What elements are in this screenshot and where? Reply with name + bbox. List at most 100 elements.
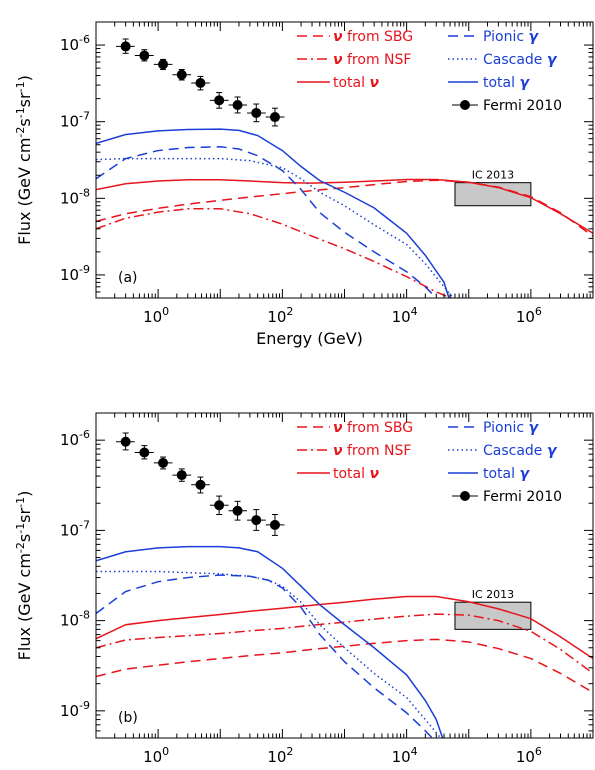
x-tick-base: 10: [392, 308, 411, 326]
x-tick-base: 10: [516, 308, 535, 326]
y-tick-base: 10: [60, 431, 79, 449]
y-tick-base: 10: [60, 612, 79, 630]
y-title-text: s: [15, 118, 34, 126]
y-axis-title: Flux (GeV cm-2s-1sr-1): [14, 491, 34, 661]
series-line-1: [96, 613, 593, 675]
y-tick-label: 10-9: [60, 699, 90, 720]
legend-text-part: total: [483, 466, 519, 482]
y-tick-label: 10-7: [60, 518, 90, 539]
legend-text-part: Cascade: [483, 443, 547, 459]
x-tick-label: 102: [267, 305, 293, 326]
x-tick-label: 104: [392, 745, 418, 766]
legend-gamma-symbol: γ: [519, 75, 530, 91]
legend-nu-symbol: ν: [333, 420, 343, 436]
x-tick-exp: 6: [535, 305, 542, 318]
x-tick-base: 10: [392, 748, 411, 766]
fermi-point-7: [251, 107, 262, 118]
legend-text-part: Pionic: [483, 420, 529, 436]
x-tick-exp: 0: [162, 305, 169, 318]
x-tick-exp: 4: [411, 745, 418, 758]
y-title-exp: -1: [14, 523, 27, 534]
legend-text-part: Cascade: [483, 52, 547, 68]
series-line-4: [96, 157, 455, 298]
x-tick-label: 106: [516, 745, 542, 766]
legend-nu-symbol: ν: [333, 443, 343, 459]
panel-b: IC 201310010210410610-910-810-710-6Energ…: [14, 412, 594, 770]
y-tick-base: 10: [60, 36, 79, 54]
icecube-box: [454, 601, 532, 630]
fermi-point-3: [176, 470, 187, 481]
series-line-2: [96, 595, 593, 660]
x-tick-base: 10: [267, 308, 286, 326]
y-title-text: ): [15, 75, 34, 81]
legend-label-red-2: total ν: [333, 75, 379, 91]
fermi-point-2: [158, 59, 169, 70]
y-tick-exp: -6: [79, 428, 90, 441]
y-tick-exp: -9: [79, 263, 90, 276]
y-title-exp: -1: [14, 81, 27, 92]
legend-nu-symbol: ν: [369, 75, 379, 91]
y-title-text: sr: [15, 507, 34, 522]
legend-label-blue-2: total γ: [483, 75, 530, 91]
legend-gamma-symbol: γ: [529, 420, 540, 436]
fermi-point-8: [269, 112, 280, 123]
legend-label-red-2: total ν: [333, 466, 379, 482]
series-line-3: [96, 146, 437, 298]
y-tick-label: 10-8: [60, 609, 90, 630]
legend-text-part: from NSF: [343, 52, 412, 68]
x-tick-exp: 4: [411, 305, 418, 318]
y-title-text: Flux (GeV cm: [15, 553, 34, 660]
y-tick-base: 10: [60, 702, 79, 720]
legend-label-blue-2: total γ: [483, 466, 530, 482]
fermi-point-3: [176, 69, 187, 80]
legend-label-blue-0: Pionic γ: [483, 420, 540, 436]
legend-label-red-1: ν from NSF: [333, 52, 411, 68]
x-tick-label: 100: [143, 305, 169, 326]
fermi-point-2: [158, 457, 169, 468]
legend-nu-symbol: ν: [369, 466, 379, 482]
y-tick-label: 10-9: [60, 263, 90, 284]
fermi-point-5: [214, 95, 225, 106]
legend-nu-symbol: ν: [333, 29, 343, 45]
panel-label: (a): [118, 270, 138, 286]
y-tick-exp: -7: [79, 110, 90, 123]
y-tick-base: 10: [60, 266, 79, 284]
y-tick-exp: -9: [79, 699, 90, 712]
fermi-point-5: [214, 500, 225, 511]
legend-label-red-0: ν from SBG: [333, 29, 413, 45]
fermi-point-1: [139, 447, 150, 458]
series-line-5: [96, 545, 444, 738]
icecube-box: [454, 182, 532, 207]
y-tick-base: 10: [60, 113, 79, 131]
x-tick-base: 10: [143, 748, 162, 766]
y-axis-title: Flux (GeV cm-2s-1sr-1): [14, 75, 34, 245]
legend-text-part: total: [483, 75, 519, 91]
series-line-1: [96, 208, 453, 298]
legend-gamma-symbol: γ: [519, 466, 530, 482]
y-tick-base: 10: [60, 189, 79, 207]
legend-fermi-marker: [460, 100, 470, 110]
panel-label: (b): [118, 710, 138, 726]
x-tick-label: 106: [516, 305, 542, 326]
series-line-3: [96, 574, 434, 738]
x-tick-label: 104: [392, 305, 418, 326]
legend-gamma-symbol: γ: [547, 443, 558, 459]
fermi-point-6: [232, 100, 243, 111]
legend-label-red-1: ν from NSF: [333, 443, 411, 459]
series-line-4: [96, 570, 442, 738]
icecube-label: IC 2013: [472, 588, 514, 601]
series-group: [96, 545, 593, 738]
series-line-5: [96, 128, 450, 298]
fermi-point-4: [195, 479, 206, 490]
series-line-0: [96, 638, 593, 694]
y-tick-label: 10-6: [60, 33, 90, 54]
fermi-point-0: [120, 41, 131, 52]
y-title-exp: -1: [14, 107, 27, 118]
legend-text-part: from SBG: [343, 420, 414, 436]
fermi-point-4: [195, 77, 206, 88]
icecube-label: IC 2013: [472, 169, 514, 182]
